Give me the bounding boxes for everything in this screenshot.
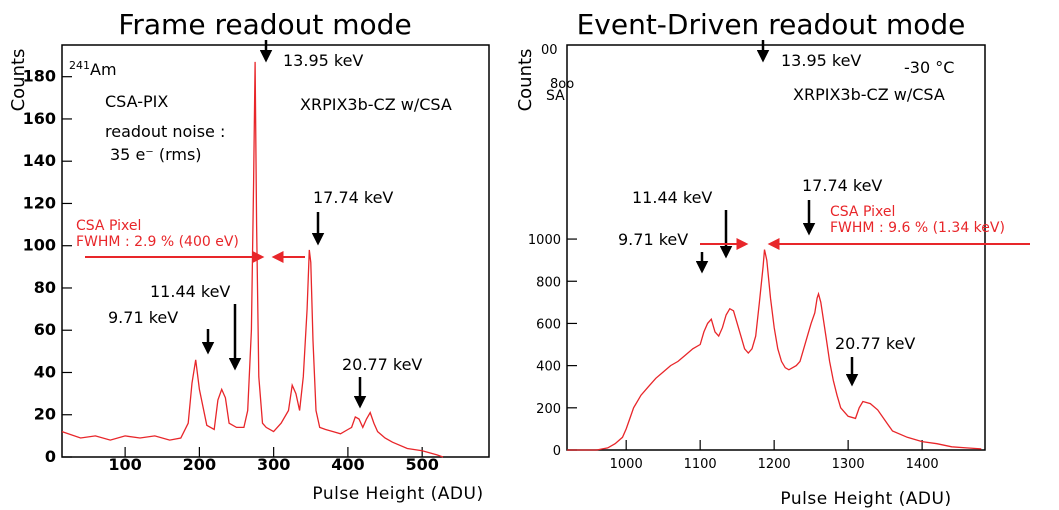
left-x-tick-label: 200 <box>183 455 216 474</box>
right-x-tick-label: 1100 <box>684 457 717 472</box>
left-peak-9-71-label: 9.71 keV <box>108 308 178 327</box>
left-detector-label: CSA-PIX <box>105 92 168 111</box>
left-peak-11-44-label: 11.44 keV <box>150 282 230 301</box>
right-x-axis-label: Pulse Height (ADU) <box>780 489 951 509</box>
left-source-label: 241Am <box>69 59 117 79</box>
right-stray-tick-200: 8oo <box>550 77 574 92</box>
left-fwhm-label: FWHM : 2.9 % (400 eV) <box>76 234 239 250</box>
left-y-tick-label: 120 <box>23 193 56 212</box>
left-y-tick-label: 80 <box>34 278 56 297</box>
right-stray-tick-top: 00 <box>541 43 558 58</box>
right-peak-9-71-label: 9.71 keV <box>618 230 688 249</box>
right-stray-tick-side: SA <box>546 88 565 104</box>
right-peak-17-74-label: 17.74 keV <box>802 176 882 195</box>
left-peak-20-77-label: 20.77 keV <box>342 355 422 374</box>
left-noise-label: readout noise : <box>105 122 225 141</box>
right-pixel-label: CSA Pixel <box>830 204 895 220</box>
left-x-tick-label: 500 <box>405 455 438 474</box>
left-noise-value: 35 e⁻ (rms) <box>110 145 202 164</box>
left-device-label: XRPIX3b-CZ w/CSA <box>300 95 452 114</box>
right-x-tick-label: 1000 <box>610 457 643 472</box>
left-chart-title: Frame readout mode <box>118 8 411 41</box>
right-fwhm-label: FWHM : 9.6 % (1.34 keV) <box>830 220 1005 236</box>
right-y-tick-label: 600 <box>536 317 561 332</box>
right-spectrum-line <box>567 249 982 451</box>
left-y-tick-label: 20 <box>34 405 56 424</box>
left-y-tick-label: 160 <box>23 109 56 128</box>
left-tick-group: 100 200 300 400 500 0 20 40 60 80 100 120 140 160 180 <box>23 67 439 474</box>
left-plot-frame <box>61 44 490 458</box>
left-y-tick-label: 60 <box>34 320 56 339</box>
left-peak-17-74-label: 17.74 keV <box>313 188 393 207</box>
right-peak-20-77-label: 20.77 keV <box>835 334 915 353</box>
right-plot-frame <box>566 44 986 451</box>
left-y-tick-label: 40 <box>34 362 56 381</box>
left-x-tick-label: 400 <box>331 455 364 474</box>
left-y-tick-label: 140 <box>23 151 56 170</box>
right-peak-11-44-label: 11.44 keV <box>632 188 712 207</box>
right-y-tick-label: 400 <box>536 360 561 375</box>
left-y-tick-label: 100 <box>23 236 56 255</box>
right-y-tick-label: 1000 <box>528 233 561 248</box>
right-chart-title: Event-Driven readout mode <box>577 8 966 41</box>
left-peak-13-95-label: 13.95 keV <box>283 51 363 70</box>
right-tick-group: 1000 1100 1200 1300 1400 0 200 400 600 800 1000 <box>528 233 939 472</box>
right-device-label: XRPIX3b-CZ w/CSA <box>793 85 945 104</box>
right-peak-13-95-label: 13.95 keV <box>781 51 861 70</box>
left-panel: Frame readout mode 100 200 300 400 500 0 20 40 6… <box>8 8 490 504</box>
right-y-tick-label: 200 <box>536 402 561 417</box>
left-pixel-label: CSA Pixel <box>76 218 141 234</box>
left-x-tick-label: 100 <box>108 455 141 474</box>
left-x-axis-label: Pulse Height (ADU) <box>312 484 483 504</box>
right-x-tick-label: 1400 <box>906 457 939 472</box>
right-panel: Event-Driven readout mode 1000 1100 1200 13… <box>515 8 1030 509</box>
left-x-tick-label: 300 <box>257 455 290 474</box>
right-y-axis-label: Counts <box>515 49 536 112</box>
right-x-tick-label: 1200 <box>758 457 791 472</box>
left-y-tick-label: 0 <box>45 447 56 466</box>
left-source-superscript: 241 <box>69 59 90 72</box>
left-spectrum-line <box>61 61 444 458</box>
right-y-tick-label: 0 <box>553 444 561 459</box>
right-y-tick-label: 800 <box>536 275 561 290</box>
left-source-element: Am <box>90 60 117 79</box>
right-x-tick-label: 1300 <box>832 457 865 472</box>
left-y-tick-label: 180 <box>23 67 56 86</box>
left-y-axis-label: Counts <box>8 49 29 112</box>
right-temperature-label: -30 °C <box>904 58 954 77</box>
